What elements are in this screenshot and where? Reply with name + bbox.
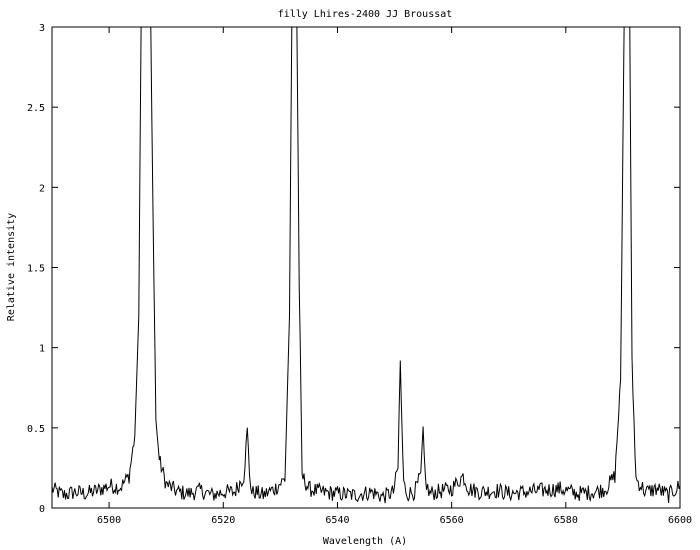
y-tick-label: 2.5 [27,103,45,114]
plot-frame [51,26,681,509]
spectrum-line [52,27,680,504]
x-tick-label: 6520 [211,515,235,526]
y-tick-label: 0 [39,504,45,515]
y-tick-label: 2 [39,183,45,194]
x-tick-label: 6600 [668,515,692,526]
y-axis: 0 0.5 1 1.5 2 2.5 3 [27,23,680,515]
plot-area [52,27,680,504]
x-tick-label: 6560 [440,515,464,526]
y-tick-label: 0.5 [27,424,45,435]
x-tick-label: 6540 [325,515,349,526]
x-tick-label: 6580 [554,515,578,526]
x-tick-label: 6500 [97,515,121,526]
y-tick-label: 1 [39,344,45,355]
y-tick-label: 3 [39,23,45,34]
y-tick-label: 1.5 [27,264,45,275]
chart-title: filly Lhires-2400 JJ Broussat [278,9,453,20]
x-axis-label: Wavelength (A) [323,536,407,547]
y-axis-label: Relative intensity [6,213,17,321]
x-axis: 6500 6520 6540 6560 6580 6600 [97,27,692,526]
